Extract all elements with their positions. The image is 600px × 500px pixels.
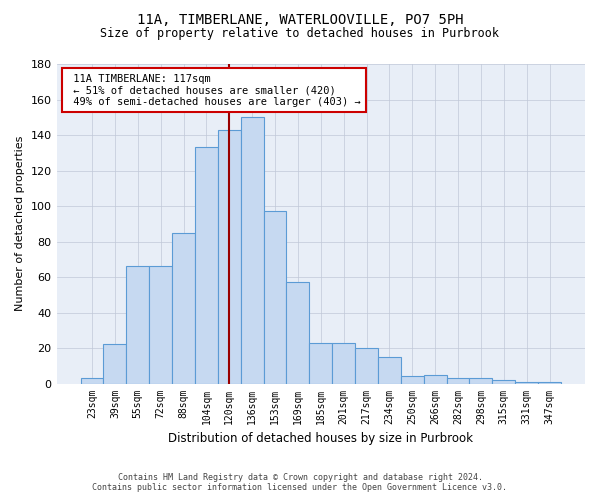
Bar	[446, 378, 469, 384]
Bar	[218, 130, 241, 384]
Bar	[103, 344, 127, 384]
Bar	[538, 382, 561, 384]
Text: Size of property relative to detached houses in Purbrook: Size of property relative to detached ho…	[101, 28, 499, 40]
Bar	[195, 148, 218, 384]
Bar	[332, 342, 355, 384]
Bar	[80, 378, 103, 384]
Bar	[378, 357, 401, 384]
Bar	[286, 282, 310, 384]
Text: 11A, TIMBERLANE, WATERLOOVILLE, PO7 5PH: 11A, TIMBERLANE, WATERLOOVILLE, PO7 5PH	[137, 12, 463, 26]
Text: Contains HM Land Registry data © Crown copyright and database right 2024.
Contai: Contains HM Land Registry data © Crown c…	[92, 473, 508, 492]
Bar	[469, 378, 493, 384]
Bar	[515, 382, 538, 384]
Bar	[127, 266, 149, 384]
Bar	[172, 232, 195, 384]
Bar	[424, 374, 446, 384]
Bar	[263, 212, 286, 384]
Text: 11A TIMBERLANE: 117sqm
 ← 51% of detached houses are smaller (420)
 49% of semi-: 11A TIMBERLANE: 117sqm ← 51% of detached…	[67, 74, 361, 107]
Bar	[310, 342, 332, 384]
X-axis label: Distribution of detached houses by size in Purbrook: Distribution of detached houses by size …	[168, 432, 473, 445]
Bar	[241, 118, 263, 384]
Bar	[493, 380, 515, 384]
Bar	[149, 266, 172, 384]
Bar	[355, 348, 378, 384]
Bar	[401, 376, 424, 384]
Y-axis label: Number of detached properties: Number of detached properties	[15, 136, 25, 312]
